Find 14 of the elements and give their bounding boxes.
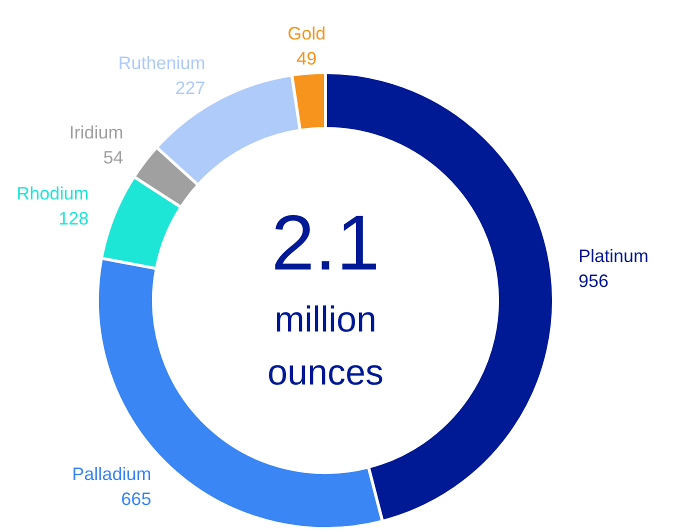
slice-label: Rhodium <box>16 183 89 204</box>
slice-label: Palladium <box>72 464 152 484</box>
slice-label: Iridium <box>69 122 124 143</box>
slice-label: Ruthenium <box>118 53 206 74</box>
data-label: 128 <box>58 208 89 228</box>
data-label: 956 <box>578 270 609 291</box>
data-label: 49 <box>296 48 317 69</box>
text: 2.1 <box>271 198 380 286</box>
text: million ounces <box>267 298 384 393</box>
data-label: 54 <box>103 148 124 168</box>
data-label: 665 <box>121 489 152 510</box>
slice-label: Platinum <box>578 246 649 266</box>
data-label: 227 <box>175 78 206 98</box>
slice-label: Gold <box>288 24 326 44</box>
